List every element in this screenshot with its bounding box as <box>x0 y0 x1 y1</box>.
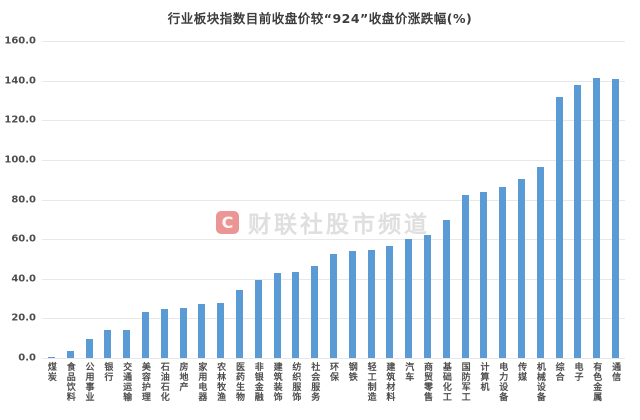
bar-美容护理 <box>141 312 149 358</box>
x-axis-label: 通信 <box>610 362 621 382</box>
gridline <box>42 80 625 82</box>
bar-农林牧渔 <box>217 302 225 358</box>
bar-建筑装饰 <box>273 273 281 358</box>
x-axis-label: 环保 <box>328 362 338 382</box>
bar-交通运输 <box>123 329 131 358</box>
y-axis-tick-label: 100.0 <box>4 154 36 166</box>
bar-煤炭 <box>47 357 55 359</box>
bar-食品饮料 <box>66 351 74 358</box>
bar-电力设备 <box>499 186 507 358</box>
bar-社会服务 <box>311 265 319 358</box>
bar-计算机 <box>480 191 488 358</box>
bar-机械设备 <box>536 167 544 358</box>
x-axis-label: 有色金属 <box>591 362 602 402</box>
gridline <box>42 358 625 359</box>
chart-title: 行业板块指数目前收盘价较“924”收盘价涨跌幅(%) <box>167 11 473 26</box>
bar-钢铁 <box>348 250 356 358</box>
bar-房地产 <box>179 308 187 358</box>
gridline <box>42 159 625 161</box>
x-axis-label: 建筑装饰 <box>271 362 282 402</box>
bar-环保 <box>330 254 337 358</box>
x-axis-label: 医药生物 <box>233 362 244 402</box>
gridline <box>42 239 625 241</box>
y-axis-tick-label: 20.0 <box>11 312 36 324</box>
x-axis-label: 机械设备 <box>534 362 545 402</box>
bar-建筑材料 <box>386 245 394 358</box>
x-axis-label: 银行 <box>102 362 113 382</box>
bar-电子 <box>574 84 582 358</box>
x-axis-label: 煤炭 <box>45 362 56 382</box>
x-axis-label: 社会服务 <box>309 362 320 402</box>
x-axis-label: 农林牧渔 <box>215 362 226 402</box>
bar-纺织服饰 <box>292 271 300 358</box>
y-axis-tick-label: 40.0 <box>11 273 36 285</box>
y-axis-tick-label: 140.0 <box>4 75 36 87</box>
x-axis-label: 家用电器 <box>196 362 207 402</box>
y-axis-tick-label: 160.0 <box>4 35 36 47</box>
x-axis-label: 交通运输 <box>121 362 132 402</box>
bar-医药生物 <box>235 289 243 358</box>
bar-银行 <box>104 330 112 358</box>
x-axis-label: 综合 <box>553 362 564 382</box>
x-axis-label: 非银金融 <box>252 362 263 402</box>
x-axis-label: 基础化工 <box>440 362 451 402</box>
x-axis-label: 传媒 <box>516 362 527 382</box>
y-axis-tick-label: 0.0 <box>18 352 36 364</box>
y-axis-tick-label: 120.0 <box>4 114 36 126</box>
x-axis-label: 轻工制造 <box>365 362 376 402</box>
bar-家用电器 <box>198 303 206 358</box>
x-axis-label: 建筑材料 <box>384 362 395 402</box>
x-axis-label: 美容护理 <box>139 362 150 402</box>
y-axis-tick-label: 60.0 <box>11 233 36 245</box>
gridline <box>42 41 625 42</box>
bar-综合 <box>555 97 563 358</box>
bar-商贸零售 <box>424 234 432 358</box>
x-axis-label: 电子 <box>572 362 583 382</box>
bar-国防军工 <box>461 194 469 358</box>
bar-基础化工 <box>442 220 450 358</box>
x-axis-label: 计算机 <box>478 362 489 392</box>
gridline <box>42 120 625 122</box>
x-axis-label: 钢铁 <box>346 362 357 382</box>
x-axis-label: 纺织服饰 <box>290 362 301 402</box>
bar-汽车 <box>405 239 413 358</box>
bar-有色金属 <box>593 78 601 358</box>
x-axis-label: 国防军工 <box>459 362 470 402</box>
x-axis-label: 食品饮料 <box>64 362 75 402</box>
x-axis-label: 商贸零售 <box>422 362 433 402</box>
bar-公用事业 <box>85 339 93 358</box>
bar-轻工制造 <box>367 250 375 358</box>
x-axis-label: 石油石化 <box>158 362 169 402</box>
bar-非银金融 <box>254 279 262 358</box>
x-axis-label: 汽车 <box>403 362 414 382</box>
bar-石油石化 <box>160 309 168 358</box>
x-axis-label: 电力设备 <box>497 362 508 402</box>
x-axis-label: 房地产 <box>177 362 188 392</box>
y-axis-tick-label: 80.0 <box>11 194 36 205</box>
bar-通信 <box>612 79 620 358</box>
bar-传媒 <box>518 179 526 358</box>
x-axis-label: 公用事业 <box>83 362 94 402</box>
gridline <box>42 199 625 201</box>
